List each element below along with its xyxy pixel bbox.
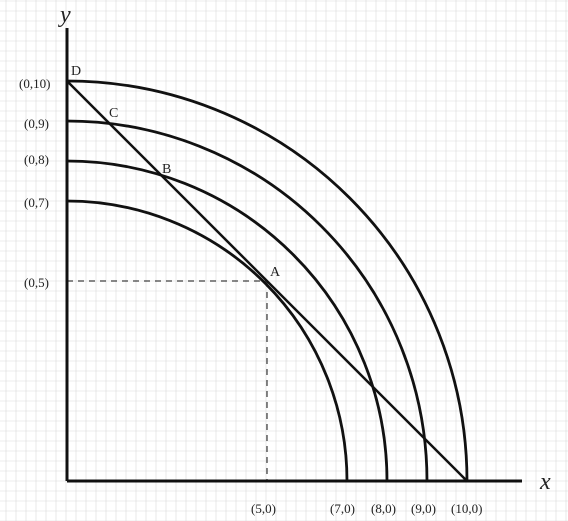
x-tick-labels: (5,0) (7,0) (8,0) (9,0) (10,0) — [251, 501, 482, 516]
arc-radius-9 — [66, 119, 429, 482]
point-label-d: D — [71, 64, 81, 79]
x-tick-label-8: (8,0) — [371, 501, 396, 516]
x-tick-label-10: (10,0) — [451, 501, 482, 516]
arc-radius-8 — [66, 159, 389, 482]
y-tick-label-9: (0,9) — [24, 116, 49, 131]
x-axis-label: x — [539, 469, 551, 495]
y-tick-label-5: (0,5) — [24, 275, 49, 290]
x-tick-label-9: (9,0) — [411, 501, 436, 516]
y-tick-label-7: (0,7) — [24, 195, 49, 210]
y-tick-label-10: (0,10) — [19, 76, 50, 91]
y-tick-label-8: (0,8) — [24, 152, 49, 167]
arc-radius-10 — [66, 79, 469, 482]
x-tick-label-5: (5,0) — [251, 501, 276, 516]
quarter-circle-arcs — [66, 79, 469, 482]
y-axis-label: y — [58, 2, 71, 28]
arc-radius-7 — [66, 199, 349, 482]
point-label-c: C — [109, 106, 118, 121]
point-label-b: B — [162, 162, 171, 177]
point-label-a: A — [270, 265, 281, 280]
x-tick-label-7: (7,0) — [330, 501, 355, 516]
y-tick-labels: (0,10) (0,9) (0,8) (0,7) (0,5) — [19, 76, 50, 290]
point-labels: A B C D — [71, 64, 281, 280]
